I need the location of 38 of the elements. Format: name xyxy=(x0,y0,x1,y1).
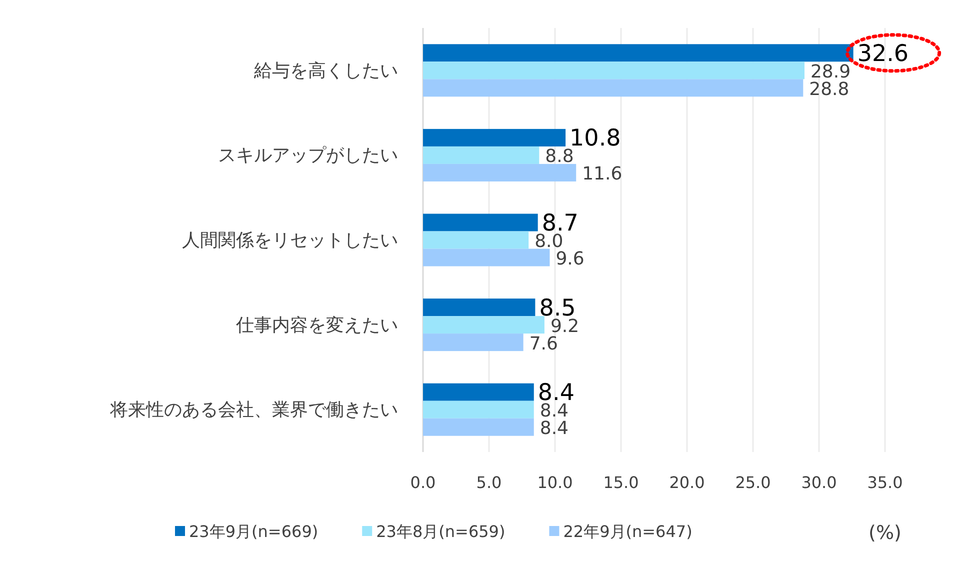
bar xyxy=(423,334,524,352)
bar xyxy=(423,214,538,232)
data-label: 11.6 xyxy=(582,164,622,185)
bar xyxy=(423,164,576,182)
bar xyxy=(423,400,534,418)
bar xyxy=(423,62,804,80)
y-tick-label: スキルアップがしたい xyxy=(218,145,398,166)
x-tick-label: 10.0 xyxy=(537,473,573,492)
y-tick-label: 将来性のある会社、業界で働きたい xyxy=(109,400,398,421)
bar xyxy=(423,79,804,97)
data-label: 7.6 xyxy=(529,333,558,354)
legend-label: 23年8月(n=659) xyxy=(376,522,506,541)
x-tick-label: 15.0 xyxy=(603,473,639,492)
bar xyxy=(423,383,534,401)
legend-label: 23年9月(n=669) xyxy=(189,522,318,541)
data-label: 8.4 xyxy=(540,418,569,440)
data-label: 8.8 xyxy=(545,146,574,168)
bar xyxy=(423,248,550,266)
bar xyxy=(423,128,566,146)
bar xyxy=(423,231,529,249)
legend-label: 22年9月(n=647) xyxy=(563,522,692,541)
x-tick-label: 35.0 xyxy=(867,473,903,492)
y-tick-label: 人間関係をリセットしたい xyxy=(182,230,398,251)
bar xyxy=(423,44,854,62)
x-tick-label: 5.0 xyxy=(476,473,502,492)
bar xyxy=(423,146,540,164)
y-tick-label: 給与を高くしたい xyxy=(253,60,398,82)
x-tick-label: 0.0 xyxy=(410,473,436,492)
y-tick-label: 仕事内容を変えたい xyxy=(235,314,398,336)
bar xyxy=(423,418,534,436)
x-tick-label: 20.0 xyxy=(669,473,705,492)
data-label: 32.6 xyxy=(857,40,909,67)
x-axis-title: (%) xyxy=(868,522,902,544)
x-tick-label: 25.0 xyxy=(735,473,771,492)
x-tick-label: 30.0 xyxy=(801,473,837,492)
bar xyxy=(423,298,536,316)
bar xyxy=(423,316,544,334)
data-label: 9.6 xyxy=(556,248,584,270)
